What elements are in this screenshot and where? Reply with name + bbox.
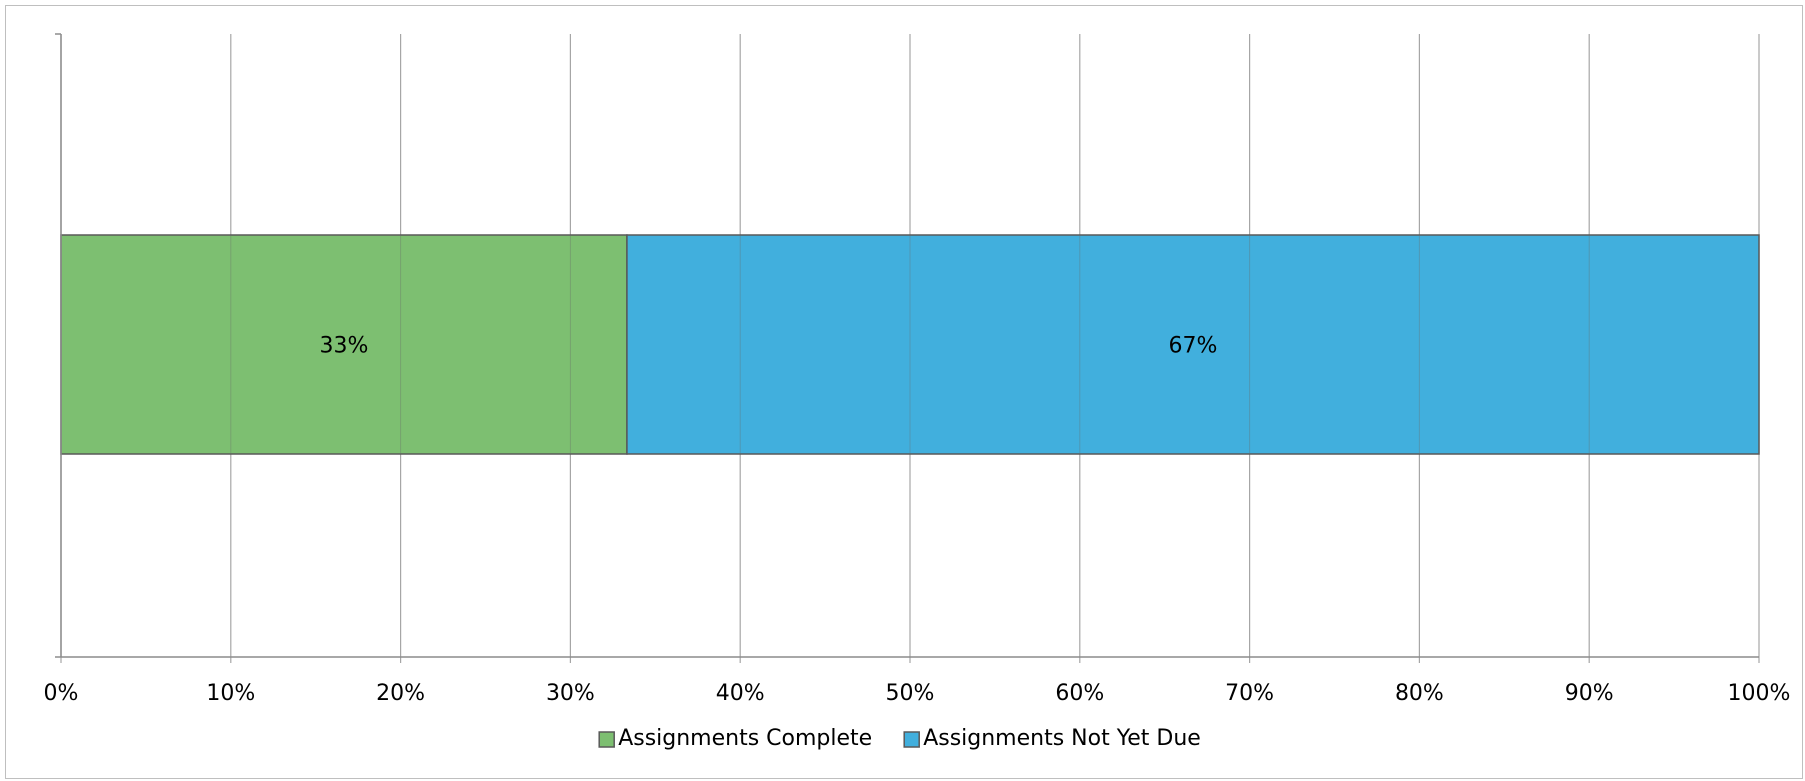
legend-swatch	[903, 731, 920, 748]
legend-label: Assignments Complete	[618, 726, 872, 751]
x-tick-label: 70%	[1225, 681, 1274, 706]
bar-segment-not-yet-due	[626, 234, 1760, 455]
data-label: 33%	[320, 334, 369, 359]
x-tick-label: 20%	[376, 681, 425, 706]
x-tick-label: 30%	[546, 681, 595, 706]
x-tick-label: 100%	[1728, 681, 1791, 706]
bars	[60, 234, 1760, 455]
x-tick-label: 80%	[1395, 681, 1444, 706]
x-tick-label: 60%	[1055, 681, 1104, 706]
legend-label: Assignments Not Yet Due	[923, 726, 1201, 751]
x-tick-label: 40%	[716, 681, 765, 706]
x-tick-label: 90%	[1565, 681, 1614, 706]
bar-segment-complete	[60, 234, 628, 455]
data-label: 67%	[1169, 334, 1218, 359]
x-axis: 0% 10% 20% 30% 40% 50% 60% 70% 80% 90% 100%	[44, 33, 1791, 706]
legend: Assignments Complete Assignments Not Yet …	[598, 726, 1201, 751]
x-tick-label: 0%	[44, 681, 79, 706]
data-labels: 33% 67%	[230, 235, 1590, 454]
x-tick-label: 50%	[886, 681, 935, 706]
x-tick-label: 10%	[206, 681, 255, 706]
legend-swatch	[598, 731, 615, 748]
